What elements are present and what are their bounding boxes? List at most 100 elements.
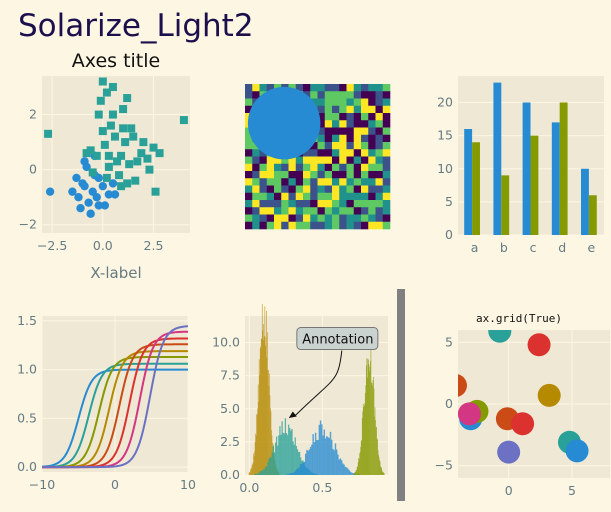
histogram-bin [352, 473, 354, 475]
image-pixel [310, 156, 318, 165]
histogram-bin [251, 467, 252, 475]
image-pixel [346, 207, 355, 215]
image-pixel [346, 171, 355, 179]
image-pixel [353, 192, 362, 201]
image-pixel [375, 127, 384, 136]
bar [522, 102, 531, 235]
histogram-bin [297, 468, 299, 475]
image-pixel [361, 185, 369, 194]
image-pixel [375, 178, 384, 186]
image-pixel [382, 171, 391, 179]
histogram-bin [347, 468, 349, 475]
histogram-bin [366, 377, 368, 475]
image-pixel [346, 105, 355, 114]
x-tick-label: d [558, 240, 566, 255]
image-pixel [361, 207, 369, 215]
histogram-bin [335, 449, 338, 475]
image-pixel [317, 91, 326, 99]
image-pixel [346, 163, 355, 172]
image-pixel [361, 192, 369, 201]
histogram-bin [257, 473, 259, 475]
scatter-point-circle [100, 201, 110, 210]
scatter-point-square [149, 143, 158, 152]
histogram-bin [254, 442, 256, 475]
image-pixel [332, 178, 340, 186]
image-pixel [346, 149, 355, 157]
image-pixel [281, 171, 289, 179]
histogram-bin [297, 451, 300, 475]
sigmoid-line [41, 368, 188, 468]
image-pixel [324, 221, 333, 230]
histogram-bin [360, 441, 362, 475]
histogram-bin [380, 467, 382, 475]
image-pixel [281, 156, 289, 165]
histogram-bin [258, 359, 260, 475]
image-pixel [339, 113, 347, 121]
histogram-bin [308, 449, 311, 475]
image-pixel [310, 214, 318, 223]
y-tick-label: 7.5 [220, 368, 240, 383]
image-pixel [259, 207, 268, 215]
histogram-bin [294, 437, 296, 475]
scatter-point-square [82, 149, 91, 158]
histogram-bin [356, 469, 357, 475]
x-tick-label: c [530, 240, 537, 255]
histogram-bin [255, 433, 256, 475]
histogram-bin [380, 466, 381, 475]
scatter-point-circle [84, 198, 93, 207]
histogram-bin [356, 467, 358, 475]
image-pixel [303, 221, 311, 230]
histogram-bin [301, 464, 303, 475]
scatter-point-circle [68, 187, 77, 196]
annotation-text: Annotation [302, 333, 373, 348]
image-pixel [266, 221, 275, 230]
histogram-bin [251, 465, 253, 475]
histogram-bin [309, 446, 312, 475]
image-pixel [353, 214, 362, 223]
image-pixel [361, 105, 369, 114]
image-pixel [368, 84, 376, 92]
image-pixel [368, 185, 376, 194]
image-pixel [375, 149, 384, 157]
histogram-bin [269, 373, 270, 475]
x-tick-label: 2.5 [144, 238, 164, 253]
histogram-bin [268, 370, 269, 475]
image-pixel [310, 84, 318, 92]
histogram-bin [340, 460, 343, 475]
image-pixel [375, 200, 384, 208]
histogram-bin [269, 456, 271, 475]
image-pixel [382, 134, 391, 143]
image-pixel [375, 98, 384, 107]
image-pixel [353, 127, 362, 136]
image-pixel [274, 214, 282, 223]
image-pixel [332, 84, 340, 92]
histogram-bin [376, 438, 378, 475]
image-pixel [368, 134, 376, 143]
image-pixel [288, 156, 297, 165]
image-pixel [361, 134, 369, 143]
histogram-bin [277, 445, 279, 475]
image-pixel [361, 127, 369, 136]
histogram-bin [272, 446, 275, 475]
scatter-point-square [96, 96, 105, 105]
image-pixel [361, 113, 369, 121]
image-pixel [361, 171, 369, 179]
histogram-bin [322, 435, 324, 475]
image-pixel [382, 178, 391, 186]
image-pixel [317, 192, 326, 201]
histogram-bin [361, 418, 363, 475]
image-pixel [266, 214, 275, 223]
image-pixel [295, 214, 304, 223]
image-pixel [259, 171, 268, 179]
image-pixel [361, 120, 369, 128]
image-pixel [317, 120, 326, 128]
image-pixel [339, 149, 347, 157]
histogram-bin [298, 467, 301, 475]
image-pixel [332, 134, 340, 143]
image-pixel [382, 214, 391, 223]
y-tick-label: 5 [445, 194, 453, 209]
image-pixel [324, 214, 333, 223]
image-pixel [368, 171, 376, 179]
image-pixel [368, 149, 376, 157]
